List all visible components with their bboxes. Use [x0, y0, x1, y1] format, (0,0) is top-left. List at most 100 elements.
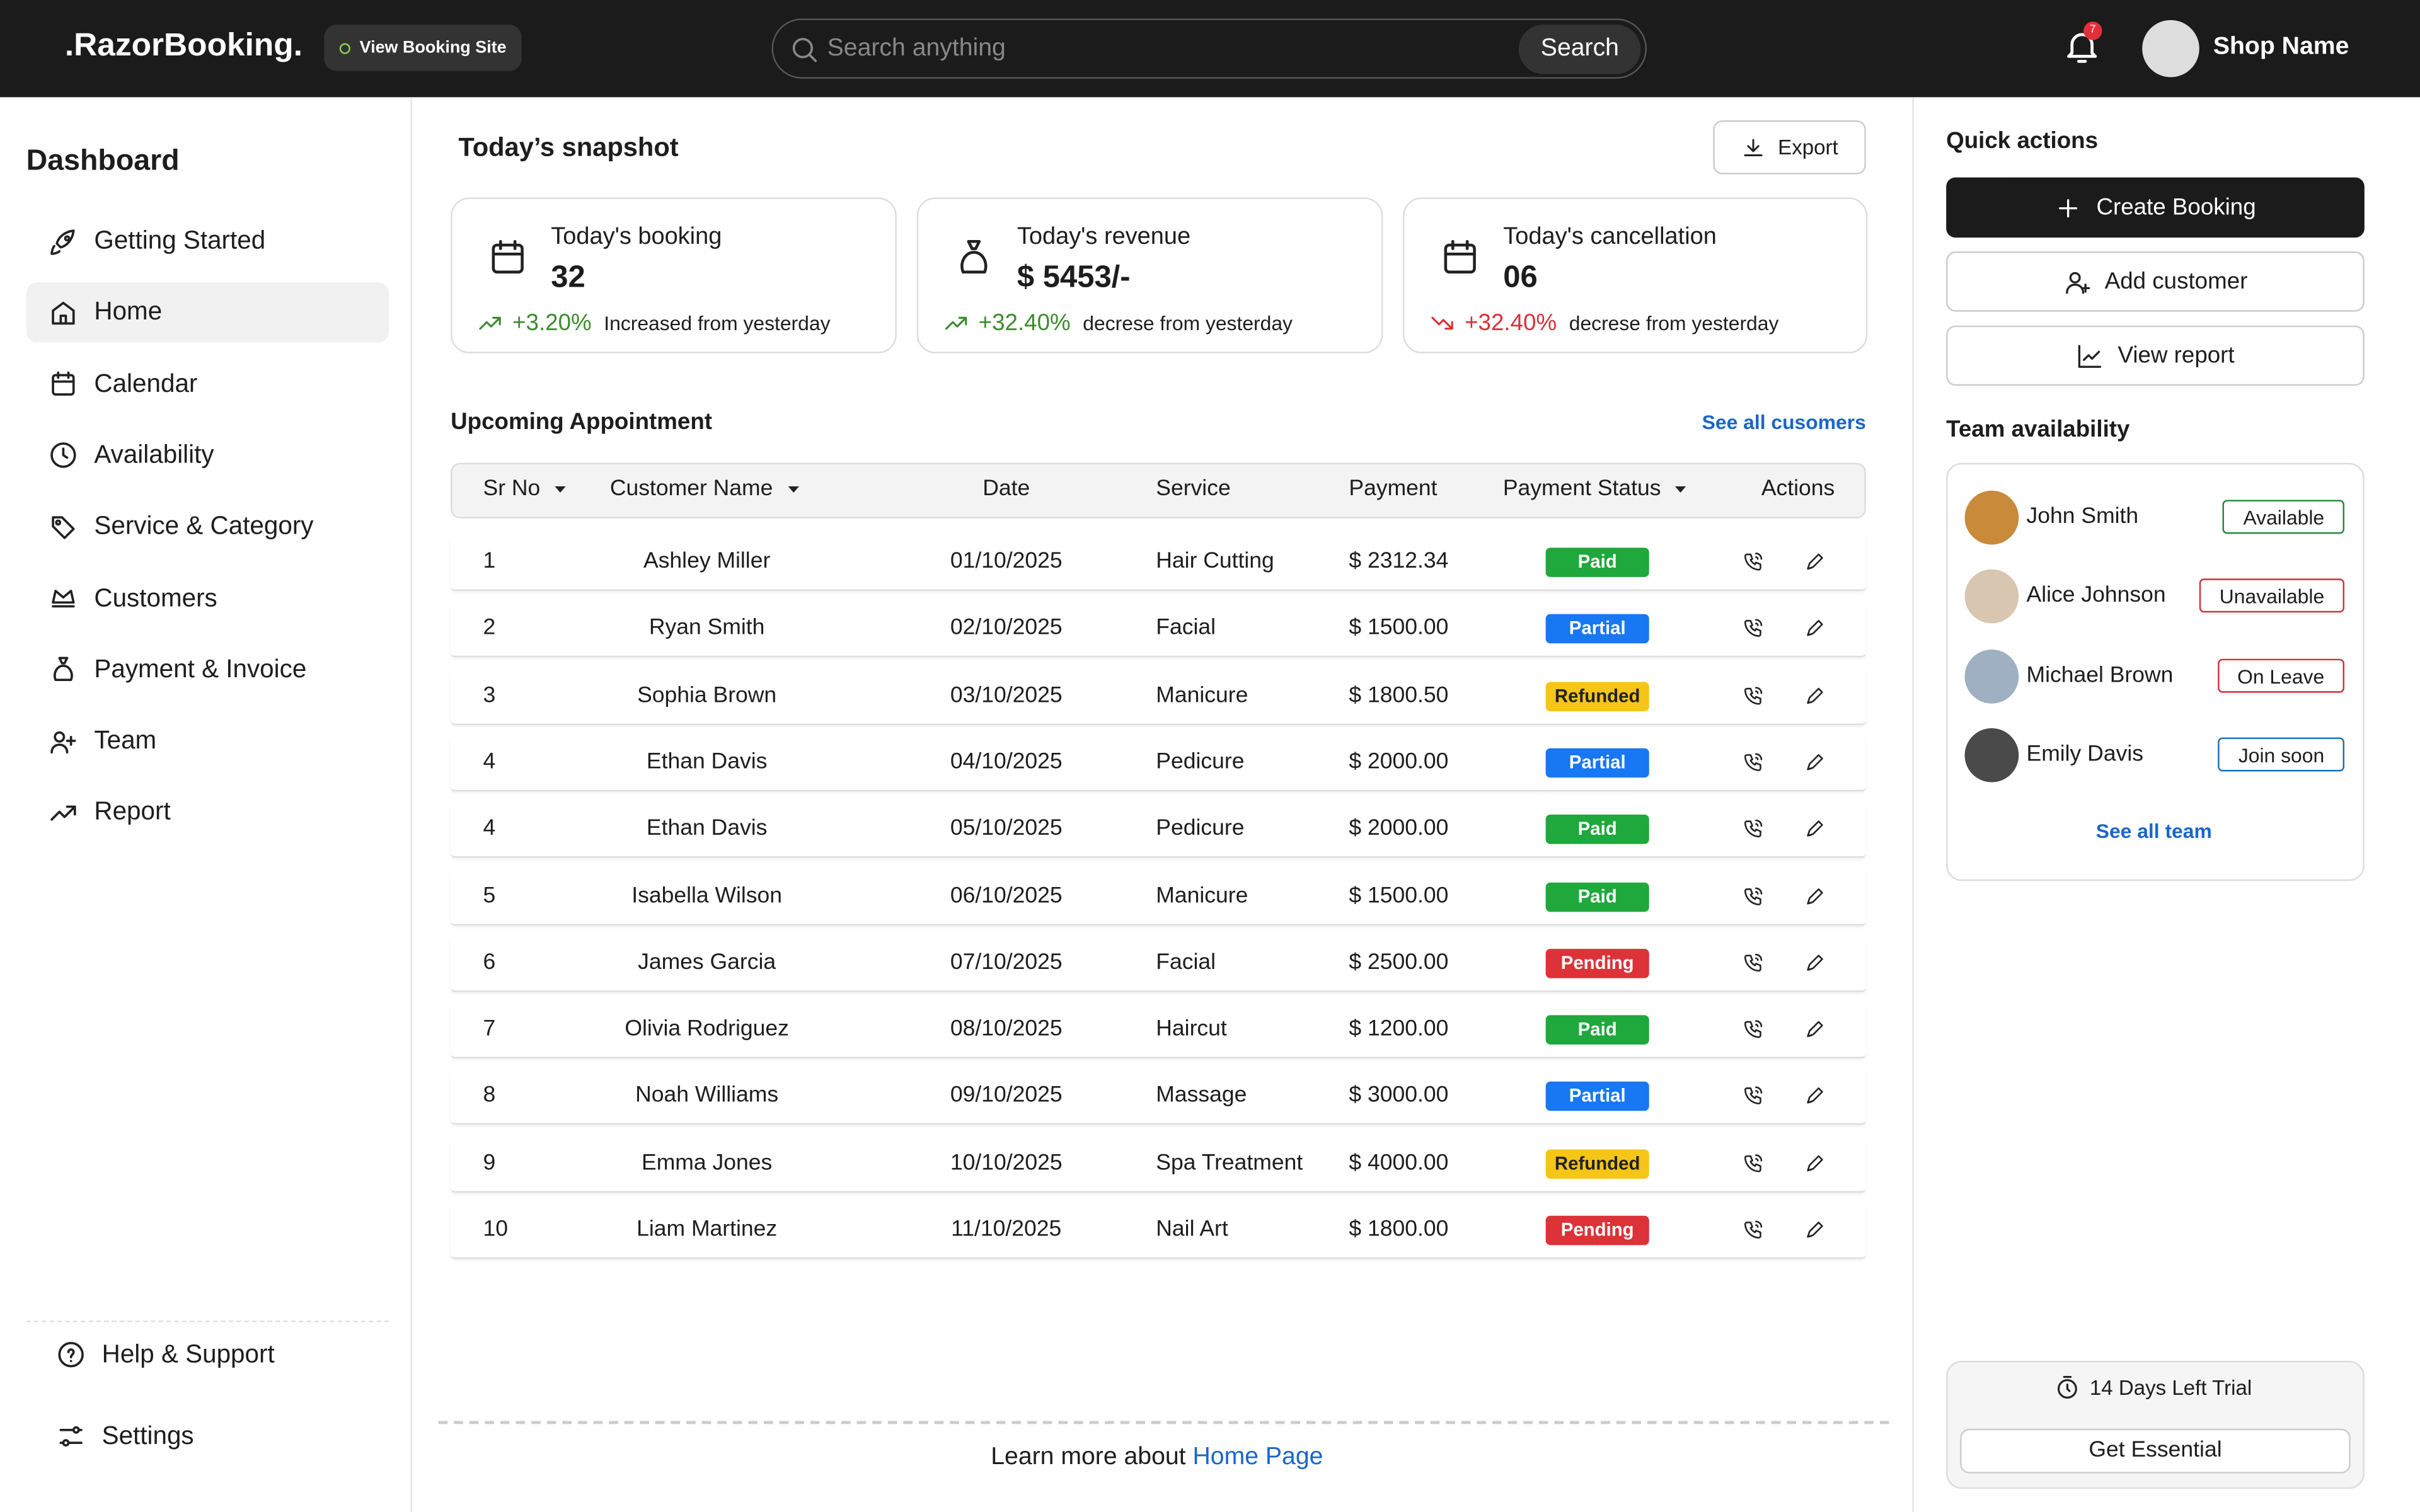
learn-more-link[interactable]: Home Page — [1192, 1444, 1323, 1470]
edit-button[interactable] — [1804, 617, 1826, 645]
edit-button[interactable] — [1804, 952, 1826, 980]
cell-date: 08/10/2025 — [950, 1017, 1063, 1042]
call-button[interactable] — [1743, 885, 1764, 912]
edit-button[interactable] — [1804, 1219, 1826, 1247]
nav-label: Help & Support — [101, 1339, 275, 1368]
top-bar: .RazorBooking. View Booking Site Search an… — [0, 0, 2420, 98]
call-button[interactable] — [1743, 1019, 1764, 1046]
icon — [48, 512, 79, 542]
see-all-team[interactable]: See all team — [2095, 819, 2212, 843]
nav-item[interactable]: Getting Started — [26, 212, 389, 272]
search-button[interactable]: Search — [1519, 23, 1641, 74]
icon — [48, 297, 79, 328]
nav-item[interactable]: Service & Category — [26, 497, 389, 558]
call-button[interactable] — [1743, 617, 1764, 645]
cell-payment: $ 3000.00 — [1349, 1084, 1449, 1109]
column-header: Payment — [1349, 477, 1437, 501]
call-button[interactable] — [1743, 818, 1764, 845]
notifications[interactable]: 7 — [2062, 21, 2102, 67]
icon — [477, 310, 504, 336]
edit-button[interactable] — [1804, 1019, 1826, 1046]
export-label: Export — [1778, 135, 1838, 159]
icon — [1804, 1219, 1826, 1240]
stat-change-row: +32.40% decrese from yesterday — [1429, 310, 1779, 336]
quick-action-button[interactable]: Create Booking — [1946, 177, 2365, 238]
edit-button[interactable] — [1804, 885, 1826, 912]
icon — [48, 798, 79, 828]
cell-date: 11/10/2025 — [951, 1217, 1062, 1242]
team-title: Team availability — [1946, 416, 2130, 443]
icon — [2076, 341, 2104, 369]
cell-service: Spa Treatment — [1156, 1150, 1303, 1176]
nav-item[interactable]: Calendar — [26, 354, 389, 415]
quick-action-button[interactable]: View report — [1946, 325, 2365, 386]
edit-button[interactable] — [1804, 684, 1826, 712]
cell-sr: 4 — [483, 749, 496, 775]
nav-item[interactable]: Team — [26, 711, 389, 772]
nav-item[interactable]: Customers — [26, 568, 389, 629]
nav-item[interactable]: Payment & Invoice — [26, 640, 389, 701]
member-avatar — [1964, 570, 2019, 624]
notification-badge: 7 — [2083, 21, 2102, 40]
column-header[interactable]: Sr No — [483, 477, 572, 501]
icon — [1804, 818, 1826, 839]
icon — [1743, 1019, 1764, 1040]
cell-payment: $ 1500.00 — [1349, 616, 1449, 641]
see-all-customers[interactable]: See all cusomers — [1702, 410, 1866, 434]
call-button[interactable] — [1743, 1219, 1764, 1247]
avatar[interactable] — [2142, 20, 2199, 77]
column-header[interactable]: Payment Status — [1503, 477, 1692, 501]
edit-button[interactable] — [1804, 1152, 1826, 1180]
cell-date: 07/10/2025 — [950, 950, 1063, 975]
nav-item[interactable]: Availability — [26, 426, 389, 486]
sidebar-footer-item[interactable]: Help & Support — [55, 1336, 275, 1373]
cell-payment: $ 2000.00 — [1349, 816, 1449, 842]
edit-button[interactable] — [1804, 751, 1826, 779]
column-header[interactable]: Customer Name — [610, 477, 804, 501]
call-button[interactable] — [1743, 1085, 1764, 1113]
shop-name[interactable]: Shop Name — [2213, 33, 2349, 60]
stat-change-row: +3.20% Increased from yesterday — [477, 310, 831, 336]
column-header: Actions — [1761, 477, 1835, 501]
status-badge: Paid — [1545, 547, 1649, 577]
stat-note: Increased from yesterday — [604, 311, 831, 335]
cell-sr: 3 — [483, 682, 496, 708]
call-button[interactable] — [1743, 684, 1764, 712]
call-button[interactable] — [1743, 952, 1764, 980]
quick-action-button[interactable]: Add customer — [1946, 251, 2365, 312]
icon — [1743, 818, 1764, 839]
icon — [782, 478, 804, 500]
status-badge: Partial — [1545, 614, 1649, 644]
icon — [1743, 751, 1764, 772]
cell-service: Facial — [1156, 950, 1216, 975]
icon — [1743, 952, 1764, 973]
cell-sr: 10 — [483, 1217, 509, 1242]
icon — [1804, 684, 1826, 706]
stat-change: +32.40% — [978, 310, 1071, 336]
sidebar-footer-item[interactable]: Settings — [55, 1418, 194, 1455]
table-header — [451, 462, 1866, 518]
status-badge: Paid — [1545, 1015, 1649, 1045]
call-button[interactable] — [1743, 551, 1764, 578]
search-bar[interactable]: Search anything Search — [771, 18, 1647, 79]
cell-name: Emma Jones — [642, 1150, 773, 1176]
icon — [550, 478, 571, 500]
nav-item[interactable]: Home — [26, 282, 389, 343]
export-button[interactable]: Export — [1713, 120, 1866, 175]
nav-item[interactable]: Report — [26, 783, 389, 844]
view-site-button[interactable]: View Booking Site — [324, 25, 522, 71]
quick-action-label: View report — [2118, 342, 2235, 369]
cell-date: 01/10/2025 — [950, 549, 1063, 575]
edit-button[interactable] — [1804, 818, 1826, 845]
table-row — [451, 1003, 1866, 1059]
call-button[interactable] — [1743, 1152, 1764, 1180]
edit-button[interactable] — [1804, 551, 1826, 578]
get-essential-button[interactable]: Get Essential — [1960, 1428, 2351, 1474]
call-button[interactable] — [1743, 751, 1764, 779]
status-badge: Pending — [1545, 948, 1649, 978]
sidebar-divider — [26, 1320, 389, 1322]
member-status: Unavailable — [2199, 579, 2345, 613]
stat-note: decrese from yesterday — [1569, 311, 1779, 335]
stat-change: +3.20% — [512, 310, 592, 336]
edit-button[interactable] — [1804, 1085, 1826, 1113]
